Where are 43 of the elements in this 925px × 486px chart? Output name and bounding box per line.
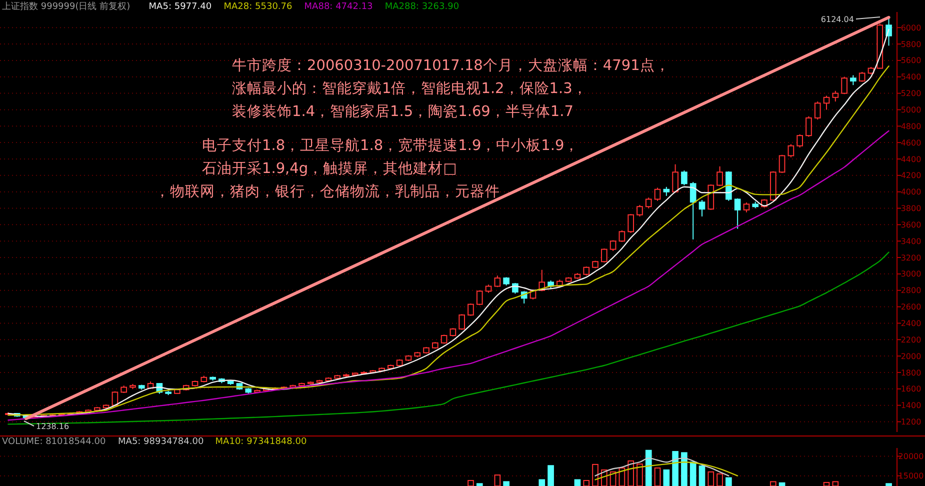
y-tick-label: 1600 <box>900 384 922 394</box>
y-tick-label: 3800 <box>900 204 922 214</box>
y-tick-label: 5200 <box>900 89 922 98</box>
y-tick-label: 20000 <box>898 452 924 462</box>
y-tick-label: 2600 <box>900 302 922 312</box>
annotation: 6124.04 <box>820 15 854 24</box>
y-tick-label: 3200 <box>900 253 922 262</box>
annotation: 装修装饰1.4，智能家居1.5，陶瓷1.69，半导体1.7 <box>232 103 574 120</box>
y-tick-label: 4800 <box>900 122 922 131</box>
y-tick-label: 2800 <box>900 286 922 296</box>
chart-title: VOLUME: 81018544.00 <box>2 437 106 447</box>
text: MA288: 3263.90 <box>384 2 460 12</box>
y-tick-label: 1400 <box>900 401 922 410</box>
y-tick-label: 4600 <box>900 138 922 148</box>
y-tick-label: 3400 <box>900 236 922 246</box>
y-tick-label: 4400 <box>900 154 922 164</box>
y-tick-label: 15000 <box>898 472 924 481</box>
y-tick-label: 6000 <box>900 23 922 32</box>
text: MA10: 97341848.00 <box>215 437 307 447</box>
text: MA5: 98934784.00 <box>118 437 204 447</box>
y-tick-label: 3000 <box>900 270 922 279</box>
y-tick-label: 1200 <box>900 418 922 427</box>
text: MA88: 4742.13 <box>304 2 373 12</box>
annotation: 石油开采1.9,4g，触摸屏，其他建材□ <box>202 160 457 177</box>
y-tick-label: 4200 <box>900 171 922 180</box>
annotation: 电子支付1.8，卫星导航1.8，宽带提速1.9，中小板1.9， <box>202 137 580 154</box>
chart-title: 上证指数 999999(日线 前复权) <box>2 1 130 12</box>
text: MA28: 5530.76 <box>224 2 293 12</box>
text: MA5: 5977.40 <box>148 2 212 12</box>
annotation: ，物联网，猪肉，银行，仓储物流，乳制品，元器件 <box>155 183 500 200</box>
y-tick-label: 5800 <box>900 40 922 49</box>
y-tick-label: 2400 <box>900 319 922 328</box>
y-tick-label: 5600 <box>900 56 922 66</box>
y-tick-label: 2200 <box>900 335 922 344</box>
annotation: 牛市跨度：20060310-20071017.18个月，大盘涨幅：4791点， <box>232 57 670 74</box>
annotation: 1238.16 <box>36 422 70 431</box>
y-tick-label: 1800 <box>900 368 922 378</box>
annotation: 涨幅最小的：智能穿戴1倍，智能电视1.2，保险1.3， <box>232 80 588 97</box>
y-tick-label: 2000 <box>900 352 922 361</box>
y-tick-label: 5400 <box>900 72 922 82</box>
y-tick-label: 3600 <box>900 220 922 230</box>
y-tick-label: 4000 <box>900 188 922 197</box>
y-tick-label: 5000 <box>900 106 922 115</box>
